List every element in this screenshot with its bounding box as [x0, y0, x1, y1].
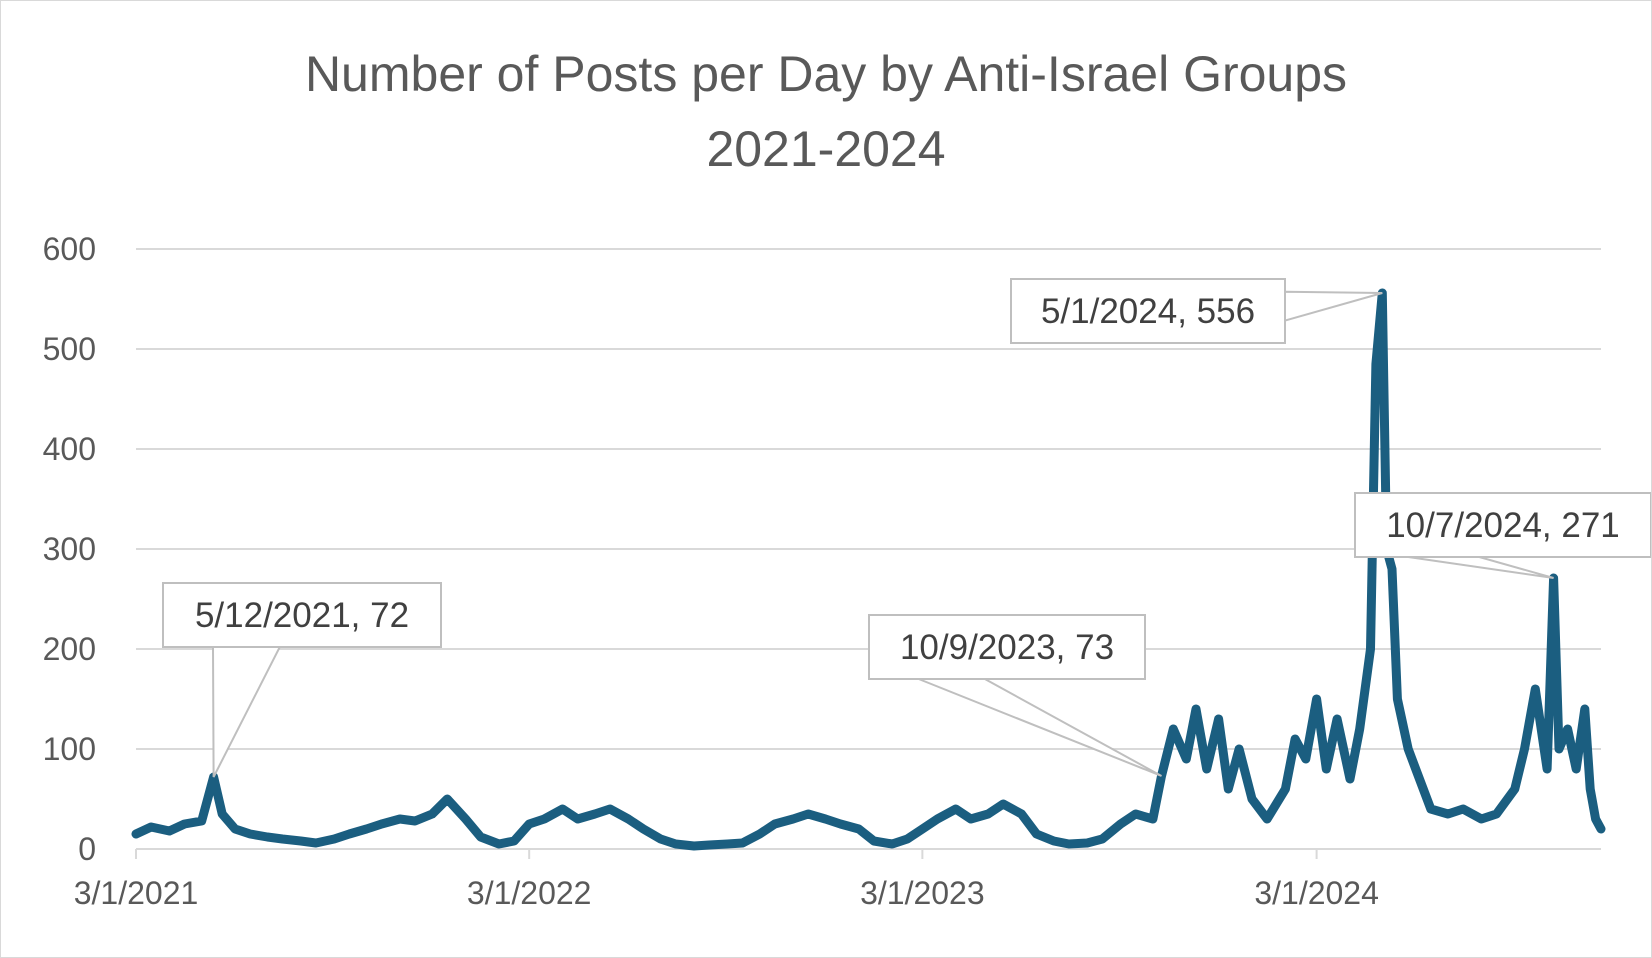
x-tick-label: 3/1/2021 [74, 875, 199, 911]
x-axis-ticks: 3/1/2021 3/1/2022 3/1/2023 3/1/2024 [74, 849, 1379, 911]
callout-box [868, 614, 1146, 680]
callout-box [1010, 278, 1286, 344]
x-tick-label: 3/1/2023 [860, 875, 985, 911]
data-callout: 5/12/2021, 72 [162, 582, 442, 778]
callout-leader [918, 678, 1162, 777]
y-tick-label: 500 [43, 331, 96, 367]
y-tick-label: 400 [43, 431, 96, 467]
callout-label: 10/7/2024, 271 [1386, 506, 1620, 545]
y-tick-label: 300 [43, 531, 96, 567]
y-tick-label: 600 [43, 231, 96, 267]
x-tick-label: 3/1/2024 [1254, 875, 1379, 911]
y-tick-label: 200 [43, 631, 96, 667]
callout-box [162, 582, 442, 648]
y-axis-ticks: 0 100 200 300 400 500 600 [43, 231, 96, 867]
annotations: 5/12/2021, 72 10/9/2023, 73 5/1/2024, 556 1… [162, 278, 1651, 778]
series-line [131, 288, 1606, 851]
y-tick-label: 100 [43, 731, 96, 767]
callout-leader [1408, 556, 1554, 579]
callout-label: 5/1/2024, 556 [1041, 292, 1255, 331]
data-callout: 10/9/2023, 73 [868, 614, 1162, 777]
y-tick-label: 0 [78, 831, 96, 867]
callout-label: 10/9/2023, 73 [900, 628, 1114, 667]
data-callout: 5/1/2024, 556 [1010, 278, 1383, 344]
callout-leader [1284, 290, 1383, 322]
callout-box [1354, 492, 1651, 558]
x-tick-label: 3/1/2022 [467, 875, 592, 911]
chart-title: Number of Posts per Day by Anti-Israel G… [305, 46, 1347, 102]
chart-subtitle: 2021-2024 [706, 121, 945, 177]
series-layer [131, 288, 1606, 851]
callout-label: 5/12/2021, 72 [195, 596, 409, 635]
data-callout: 10/7/2024, 271 [1354, 492, 1651, 579]
callout-leader [211, 646, 282, 778]
